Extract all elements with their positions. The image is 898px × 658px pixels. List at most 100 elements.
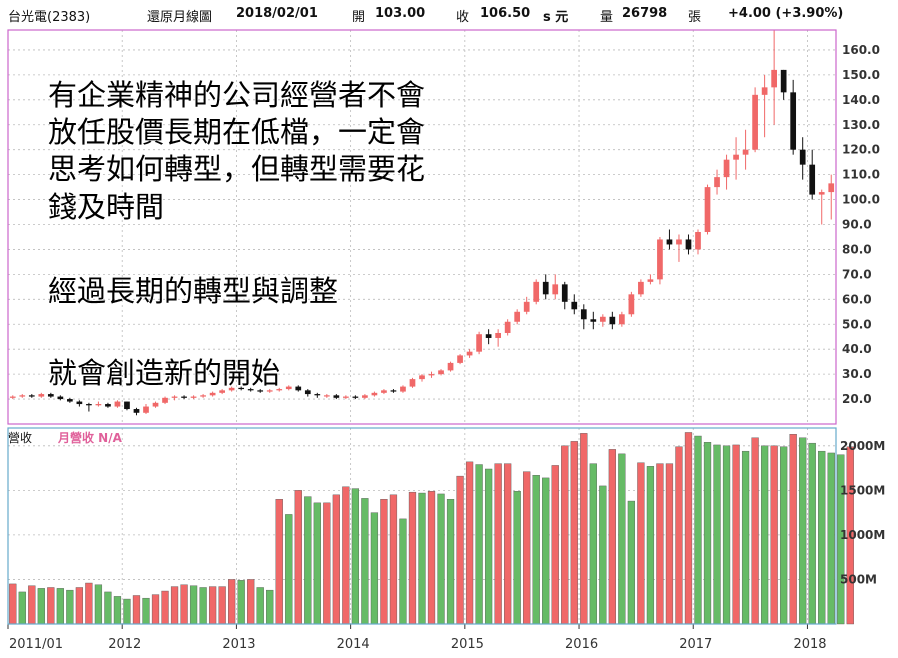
annotation-line-4: 錢及時間 [48,190,165,224]
candle-body [295,386,302,391]
revenue-bar [18,591,26,625]
revenue-bar [208,586,217,625]
revenue-bar [66,589,74,625]
x-tick-label: 2016 [565,637,598,652]
revenue-bar [532,475,540,625]
candle-body [771,69,777,88]
candle-body [676,239,682,245]
revenue-tick-label: 1500M [840,483,885,497]
revenue-bar [294,490,302,625]
revenue-bar [456,475,464,625]
revenue-bar [827,452,835,625]
candle-body [76,401,83,405]
candle-body [619,314,625,325]
candle-body [47,394,54,397]
revenue-bar [437,493,445,625]
candle-body [523,301,530,312]
revenue-bar [846,446,854,625]
change-value: +4.00 (+3.90%) [728,6,844,21]
revenue-bar [646,466,655,625]
candle-body [152,402,159,407]
candle-body [57,396,64,400]
candle-body [9,396,16,398]
revenue-bar [551,465,559,625]
revenue-bar [799,437,807,625]
revenue-bar [722,445,731,625]
price-tick-label: 130.0 [842,118,880,132]
revenue-bar [446,499,455,625]
candle-body [742,149,749,155]
candlestick-series [9,30,835,416]
revenue-bar [189,585,198,625]
revenue-bar [504,463,512,625]
candle-body [257,390,264,392]
price-panel-border [7,29,837,425]
price-tick-label: 100.0 [842,193,880,207]
candle-body [818,192,825,195]
revenue-bar [675,446,683,625]
revenue-bar [142,597,150,625]
candle-body [647,279,654,282]
candle-body [752,94,758,150]
revenue-bar [408,491,417,625]
candle-body [200,395,206,397]
candle-body [105,404,111,407]
revenue-bars [9,432,854,625]
chart-header: 台光電(2383) 還原月線圖 2018/02/01 開 103.00 收 10… [0,0,898,30]
candle-body [552,284,559,295]
revenue-bar [37,588,45,625]
revenue-bar [418,492,426,625]
annotation-line-6: 就會創造新的開始 [48,356,281,390]
candle-body [38,394,45,397]
revenue-bar [684,432,693,625]
candle-body [685,239,692,250]
revenue-bar [570,441,578,625]
revenue-bar [132,595,141,625]
candle-body [276,389,283,391]
candle-body [171,396,178,398]
revenue-bar [313,502,321,625]
candle-body [333,395,340,398]
candle-body [714,177,720,188]
revenue-bar [741,450,750,625]
revenue-bar [818,450,826,625]
close-value: 106.50 [480,6,531,21]
revenue-bar [732,444,740,625]
revenue-bar [561,445,569,625]
candle-body [247,389,254,391]
candle-body [438,370,444,375]
candle-body [19,395,26,397]
revenue-bar [94,584,103,625]
revenue-bar [370,512,379,625]
revenue-bar [599,485,607,625]
revenue-bar [351,488,360,625]
candle-body [666,239,673,245]
revenue-panel-border [7,427,837,625]
revenue-bar [180,584,188,625]
close-label: 收 [456,10,470,25]
candle-body [695,231,701,250]
candle-body [190,396,197,398]
candle-body [542,281,549,295]
revenue-panel-label: 營收 [8,431,32,445]
candle-body [504,321,511,333]
revenue-bar [151,594,160,625]
candle-body [476,334,482,352]
x-tick-label: 2017 [679,637,712,652]
revenue-bar [247,579,255,625]
price-tick-label: 110.0 [842,168,880,182]
close-unit: s 元 [543,10,569,25]
revenue-bar [494,463,502,625]
revenue-bar [665,463,674,625]
price-tick-label: 80.0 [842,242,872,256]
candle-body [561,284,568,302]
revenue-bar [780,446,788,625]
candle-body [28,395,35,397]
revenue-bar [837,454,845,625]
candle-body [533,281,540,302]
price-tick-label: 140.0 [842,93,880,107]
price-tick-label: 120.0 [842,143,880,157]
revenue-bar [713,444,721,625]
x-axis-ticks: 2011/01 2012 2013 2014 2015 2016 2017 2018 [7,624,827,652]
revenue-legend: 月營收 N/A [57,430,123,445]
